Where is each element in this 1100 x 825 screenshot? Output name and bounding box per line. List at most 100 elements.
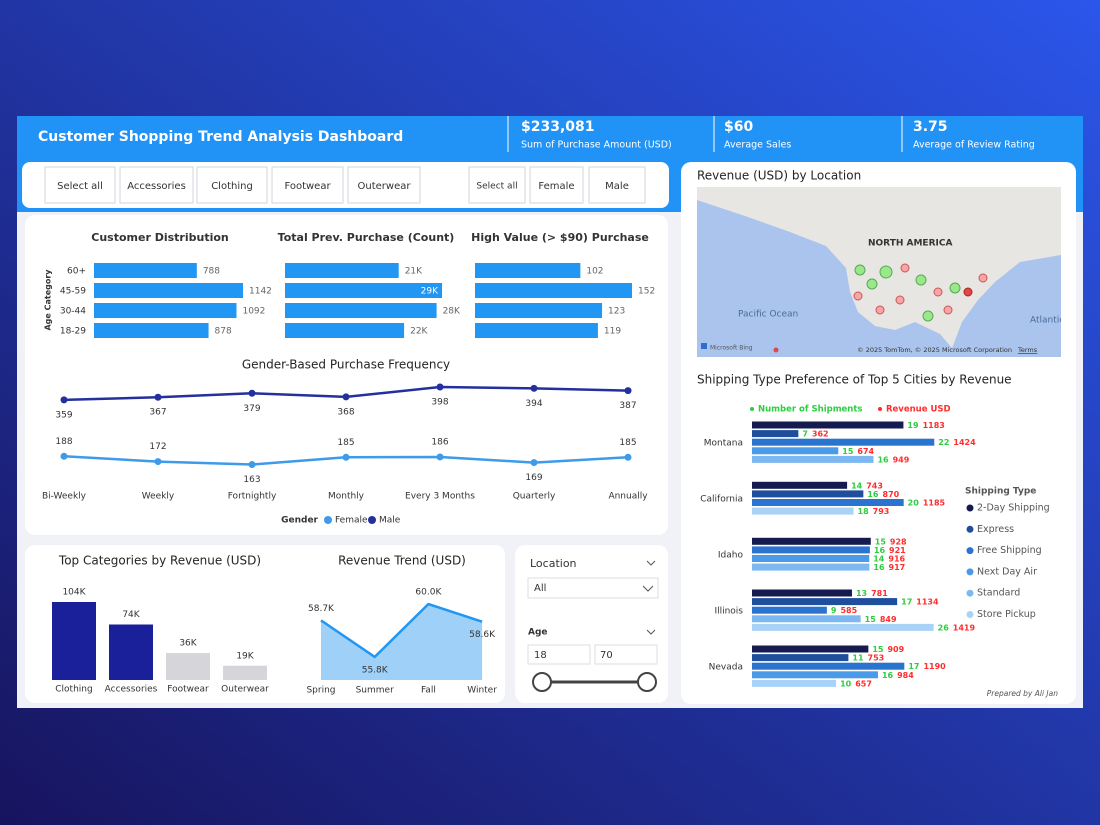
map-bubble[interactable] (773, 347, 779, 353)
map-bubble[interactable] (978, 273, 988, 283)
slicer-button[interactable] (468, 166, 526, 204)
data-label: 788 (203, 267, 220, 277)
data-label: 15 (865, 615, 877, 624)
slicer-label: Footwear (284, 181, 331, 192)
legend-marker (966, 611, 974, 618)
legend-label: Store Pickup (977, 609, 1036, 620)
map-terms[interactable]: Terms (1017, 346, 1038, 354)
data-label: 16 (874, 546, 886, 555)
point (530, 384, 538, 392)
point (154, 393, 162, 401)
data-label: 20 (908, 499, 920, 508)
map-bubble[interactable] (854, 264, 866, 276)
data-label: 17 (908, 662, 919, 671)
bar (752, 563, 870, 571)
data-label: 11 (852, 654, 864, 663)
x-tick-label: Fortnightly (228, 492, 277, 502)
data-label: 26 (938, 623, 950, 632)
slicer-button[interactable] (196, 166, 268, 204)
data-label: 870 (883, 490, 900, 499)
bar (475, 263, 581, 278)
bar (752, 679, 837, 687)
data-label: 123 (608, 307, 625, 317)
map-bubble[interactable] (943, 305, 953, 315)
point (530, 459, 538, 467)
data-label: 29K (421, 287, 439, 297)
slider-handle[interactable] (532, 672, 552, 692)
bar (94, 323, 209, 338)
bar (752, 421, 904, 429)
map-bubble[interactable] (895, 295, 905, 305)
map-label: NORTH AMERICA (868, 239, 952, 249)
bar (166, 653, 210, 680)
kpi-value: 3.75 (913, 119, 948, 135)
slicer-button[interactable] (529, 166, 584, 204)
axis-title: Age Category (44, 269, 53, 331)
range-input[interactable] (527, 644, 591, 665)
slicer-button[interactable] (271, 166, 344, 204)
charts: 60+ 788 45-59 1142 30-44 1092 18-29 878 21K 29K 28… (42, 263, 1050, 696)
kpi-label: Average of Review Rating (913, 140, 1035, 151)
category-label: Illinois (714, 607, 743, 617)
data-label: 674 (857, 447, 874, 456)
range-max: 70 (600, 650, 613, 661)
data-label: 15 (875, 537, 887, 546)
slicer-label: Male (605, 181, 629, 192)
kpi-label: Sum of Purchase Amount (USD) (521, 140, 672, 151)
map-bubble[interactable] (900, 263, 910, 273)
slicer-label: Outerwear (358, 181, 412, 192)
slicer-button[interactable] (588, 166, 646, 204)
legend-title: Gender (281, 516, 318, 526)
slicer-button[interactable] (119, 166, 194, 204)
point (248, 389, 256, 397)
category-label: Montana (704, 439, 743, 449)
slider-handle[interactable] (637, 672, 657, 692)
slicer-button[interactable] (347, 166, 421, 204)
data-label: 949 (893, 455, 910, 464)
data-label: 55.8K (362, 665, 389, 675)
map-bubble[interactable] (933, 287, 943, 297)
map-bubble[interactable] (915, 274, 927, 286)
data-label: 362 (812, 430, 829, 439)
range-min: 18 (534, 650, 547, 661)
chart-title: Gender-Based Purchase Frequency (242, 358, 450, 372)
x-tick-label: Outerwear (221, 685, 269, 695)
legend-marker (750, 407, 754, 411)
data-label: 359 (55, 410, 72, 420)
provider-logo (701, 343, 707, 349)
map-label: Atlantic Ocean (1030, 316, 1096, 326)
legend-marker (966, 547, 974, 555)
x-tick-label: Spring (306, 686, 335, 696)
bar (752, 499, 904, 506)
data-label: 16 (877, 455, 889, 464)
data-label: 16 (867, 490, 879, 499)
dropdown[interactable] (527, 577, 659, 599)
data-label: 18 (858, 507, 870, 516)
map-bubble[interactable] (853, 291, 863, 301)
legend-label: Revenue USD (886, 405, 951, 415)
map-bubble[interactable] (949, 282, 961, 294)
bar (752, 546, 870, 554)
bar (94, 263, 197, 278)
kpi-value: $60 (724, 119, 753, 135)
map-bubble[interactable] (879, 265, 893, 279)
bar (752, 430, 799, 438)
data-label: 368 (337, 407, 354, 417)
map-bubble[interactable] (963, 287, 973, 297)
map-bubble[interactable] (875, 305, 885, 315)
slicer-button[interactable] (44, 166, 116, 204)
bar (475, 323, 598, 338)
data-label: 753 (868, 654, 885, 663)
slicer-label: Select all (476, 182, 517, 192)
chart-title: Customer Distribution (91, 231, 228, 244)
x-tick-label: Fall (421, 686, 436, 696)
legend-label: Next Day Air (977, 566, 1037, 577)
category-label: 30-44 (60, 307, 86, 317)
data-label: 14 (873, 555, 885, 564)
map-bubble[interactable] (922, 310, 934, 322)
data-label: 186 (431, 437, 448, 447)
slicer-label: Select all (57, 181, 103, 192)
data-label: 367 (149, 408, 166, 418)
range-input[interactable] (594, 644, 658, 665)
map-bubble[interactable] (866, 278, 878, 290)
